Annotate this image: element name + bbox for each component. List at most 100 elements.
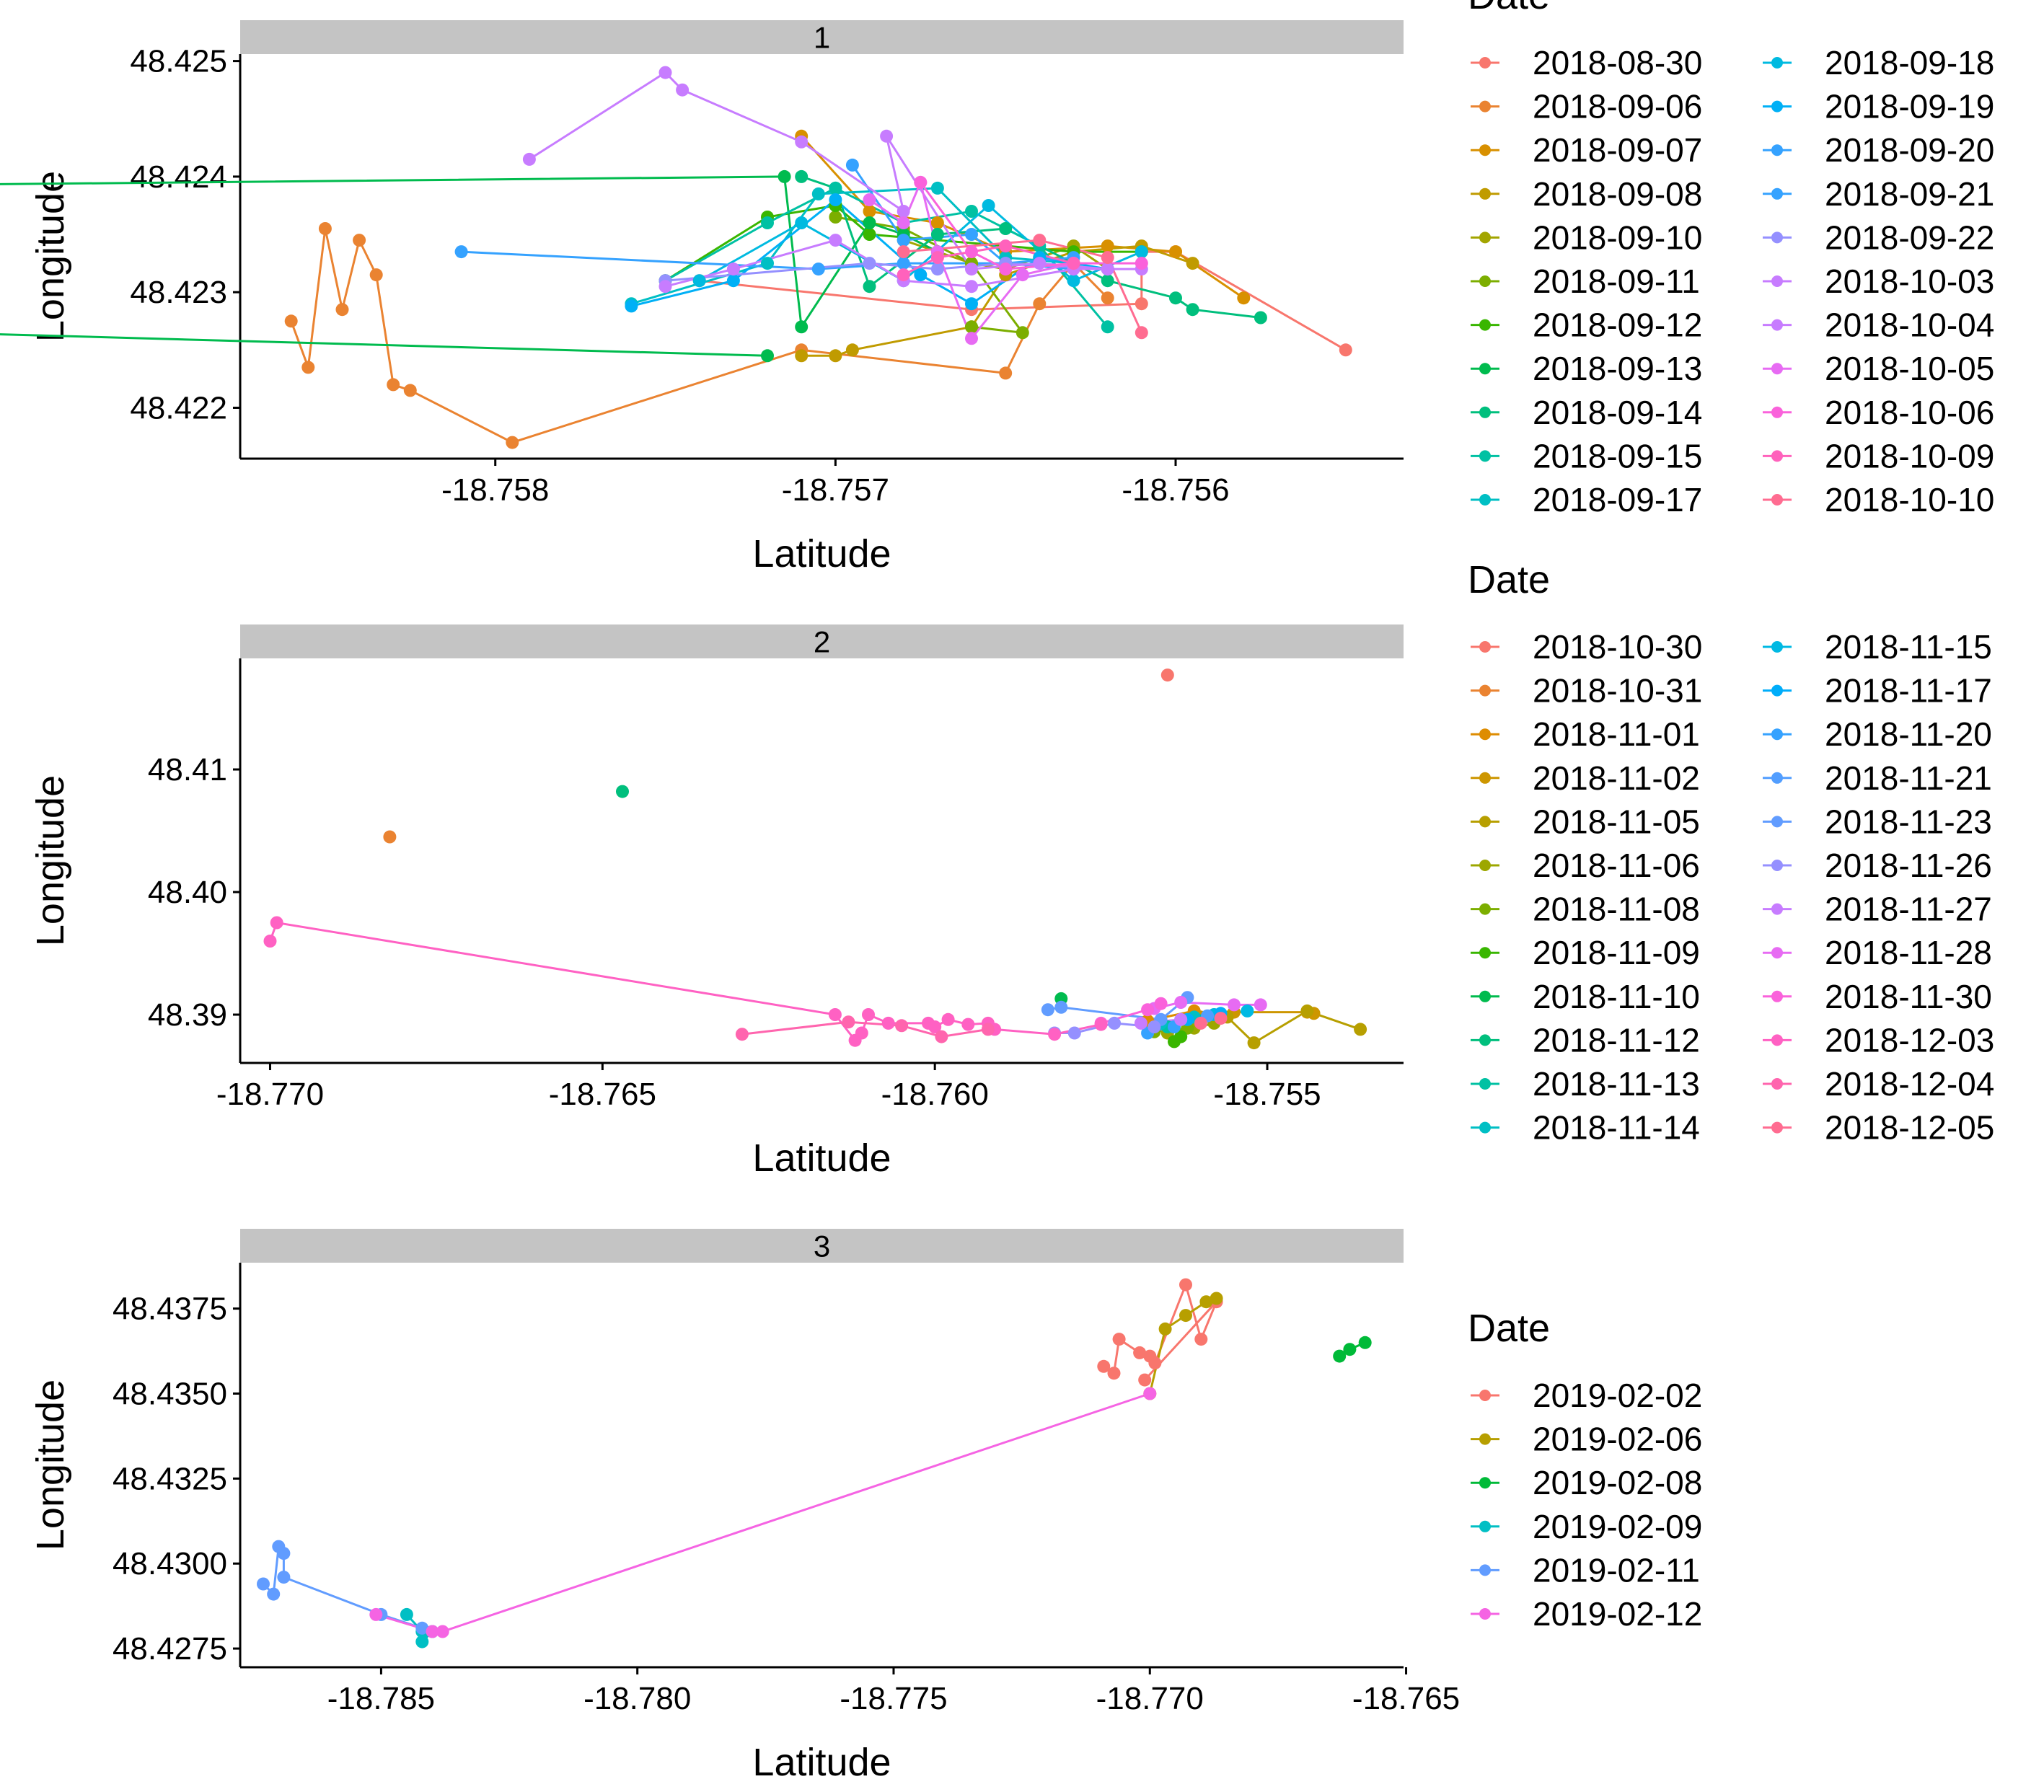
x-tick-label: -18.760 xyxy=(881,1077,989,1112)
legend-entry-label: 2018-11-09 xyxy=(1533,934,1700,971)
data-point xyxy=(981,1023,995,1036)
data-point xyxy=(845,343,859,357)
data-point xyxy=(999,366,1013,380)
data-point xyxy=(1179,1309,1192,1323)
legend-key-point xyxy=(1479,231,1491,244)
data-point xyxy=(965,297,978,311)
legend-entry-label: 2018-09-07 xyxy=(1533,131,1702,169)
data-point xyxy=(1237,291,1251,305)
data-point xyxy=(982,199,995,212)
data-point xyxy=(795,216,809,229)
data-point xyxy=(863,216,876,229)
legend-key-point xyxy=(1771,363,1783,375)
data-point xyxy=(522,152,536,166)
legend-entry-label: 2018-11-02 xyxy=(1533,759,1700,797)
data-point xyxy=(1112,1333,1126,1346)
data-point xyxy=(1254,998,1267,1012)
data-point xyxy=(897,216,910,229)
data-point xyxy=(1101,239,1114,253)
data-point xyxy=(1247,1036,1261,1050)
legend-key-point xyxy=(1771,1121,1783,1134)
data-point xyxy=(400,1607,413,1621)
legend-entry-label: 2018-10-10 xyxy=(1825,481,1994,518)
x-tick-label: -18.756 xyxy=(1122,472,1229,508)
legend-key-point xyxy=(1771,450,1783,462)
legend-key-point xyxy=(1771,860,1783,871)
y-tick-label: 48.424 xyxy=(130,159,227,195)
legend-entry-label: 2018-10-05 xyxy=(1825,350,1994,387)
x-tick-label: -18.775 xyxy=(840,1681,947,1716)
x-tick-label: -18.785 xyxy=(327,1681,435,1716)
data-point xyxy=(1194,1016,1207,1030)
legend: Date 2018-08-30 2018-09-06 2018-09-07 2018-0… xyxy=(1468,0,1994,518)
y-tick-label: 48.422 xyxy=(130,390,227,425)
legend-entry-label: 2018-11-20 xyxy=(1825,715,1992,753)
x-tick-label: -18.758 xyxy=(441,472,549,508)
data-point xyxy=(999,239,1013,253)
legend-entry-label: 2018-11-13 xyxy=(1533,1065,1700,1103)
legend-key-point xyxy=(1771,144,1783,156)
y-axis-title: Longitude xyxy=(29,775,72,946)
legend-entry-label: 2018-09-21 xyxy=(1825,175,1994,213)
legend-entry-label: 2019-02-06 xyxy=(1533,1421,1702,1458)
legend-key-point xyxy=(1771,187,1783,200)
legend-key-point xyxy=(1771,947,1783,959)
data-point xyxy=(863,280,876,293)
data-point xyxy=(369,1607,383,1621)
x-axis-title: Latitude xyxy=(752,1136,891,1180)
data-point xyxy=(897,205,910,218)
data-point xyxy=(318,222,332,235)
legend-entry-label: 2018-12-03 xyxy=(1825,1021,1994,1059)
legend-key-point xyxy=(1479,319,1491,331)
data-point xyxy=(1214,1012,1228,1025)
legend-entry-label: 2018-09-19 xyxy=(1825,88,1994,125)
legend-entry-label: 2018-11-01 xyxy=(1533,715,1700,753)
data-point xyxy=(1300,1004,1314,1018)
legend-entry-label: 2018-11-05 xyxy=(1533,803,1700,840)
data-point xyxy=(1135,257,1148,270)
data-point xyxy=(965,320,978,334)
data-point xyxy=(914,175,928,189)
series-line xyxy=(375,1392,1150,1633)
data-point xyxy=(301,361,315,374)
data-point xyxy=(829,349,842,363)
legend-key-point xyxy=(1771,100,1783,112)
legend-entry-label: 2018-09-18 xyxy=(1825,44,1994,81)
legend-key-point xyxy=(1479,1121,1491,1134)
data-point xyxy=(965,205,978,218)
data-point xyxy=(863,228,876,241)
legend-entry-label: 2019-02-12 xyxy=(1533,1595,1702,1633)
legend-entry-label: 2018-11-30 xyxy=(1825,978,1992,1015)
legend-key-point xyxy=(1479,406,1491,418)
data-point xyxy=(828,1008,842,1021)
facet-strip xyxy=(240,1229,1404,1263)
legend-key-point xyxy=(1479,275,1491,287)
y-tick-label: 48.4350 xyxy=(113,1377,227,1412)
data-point xyxy=(999,262,1013,276)
x-tick-label: -18.765 xyxy=(1352,1681,1460,1716)
series-line xyxy=(269,921,1101,1043)
data-point xyxy=(930,251,944,265)
facet-strip-label: 1 xyxy=(814,21,830,55)
data-point xyxy=(454,245,468,259)
data-point xyxy=(795,135,809,149)
data-point xyxy=(965,332,978,345)
legend-key-point xyxy=(1479,1477,1491,1489)
data-point xyxy=(1241,1004,1254,1018)
data-point xyxy=(761,216,774,229)
legend-key-point xyxy=(1479,144,1491,156)
legend-key-point xyxy=(1479,187,1491,200)
data-point xyxy=(928,1020,942,1033)
legend-entry-label: 2018-10-06 xyxy=(1825,394,1994,431)
data-point xyxy=(415,1621,429,1635)
facet-strip xyxy=(240,624,1404,658)
legend-key-point xyxy=(1479,728,1491,741)
data-point xyxy=(726,274,740,288)
data-point xyxy=(829,181,842,195)
data-point xyxy=(965,245,978,259)
data-point xyxy=(436,1625,449,1638)
x-axis-title: Latitude xyxy=(752,532,891,575)
data-point xyxy=(1048,1028,1062,1041)
data-point xyxy=(1186,257,1199,270)
x-tick-label: -18.757 xyxy=(782,472,889,508)
